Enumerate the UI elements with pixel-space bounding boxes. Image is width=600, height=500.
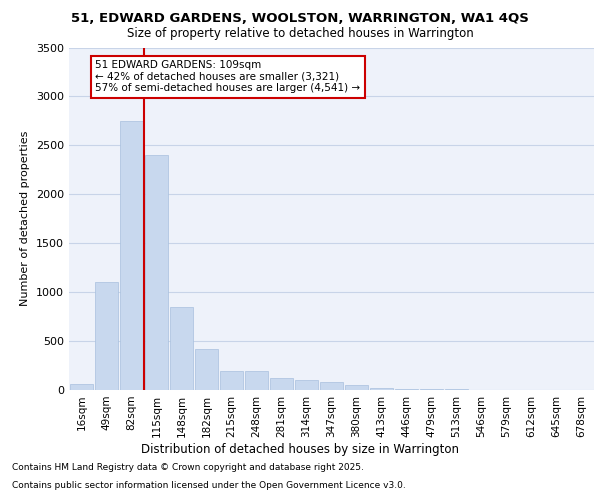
Bar xyxy=(70,384,93,390)
Text: Distribution of detached houses by size in Warrington: Distribution of detached houses by size … xyxy=(141,442,459,456)
Bar xyxy=(345,384,368,390)
Bar xyxy=(270,378,293,390)
Text: 51, EDWARD GARDENS, WOOLSTON, WARRINGTON, WA1 4QS: 51, EDWARD GARDENS, WOOLSTON, WARRINGTON… xyxy=(71,12,529,26)
Bar xyxy=(295,380,318,390)
Bar xyxy=(195,349,218,390)
Text: 51 EDWARD GARDENS: 109sqm
← 42% of detached houses are smaller (3,321)
57% of se: 51 EDWARD GARDENS: 109sqm ← 42% of detac… xyxy=(95,60,361,94)
Bar xyxy=(395,388,418,390)
Text: Contains public sector information licensed under the Open Government Licence v3: Contains public sector information licen… xyxy=(12,481,406,490)
Y-axis label: Number of detached properties: Number of detached properties xyxy=(20,131,31,306)
Bar xyxy=(445,389,468,390)
Text: Size of property relative to detached houses in Warrington: Size of property relative to detached ho… xyxy=(127,28,473,40)
Bar xyxy=(120,121,143,390)
Bar xyxy=(320,382,343,390)
Text: Contains HM Land Registry data © Crown copyright and database right 2025.: Contains HM Land Registry data © Crown c… xyxy=(12,464,364,472)
Bar xyxy=(220,371,243,390)
Bar xyxy=(370,388,393,390)
Bar xyxy=(245,371,268,390)
Bar xyxy=(95,282,118,390)
Bar xyxy=(145,155,168,390)
Bar xyxy=(420,389,443,390)
Bar xyxy=(170,307,193,390)
